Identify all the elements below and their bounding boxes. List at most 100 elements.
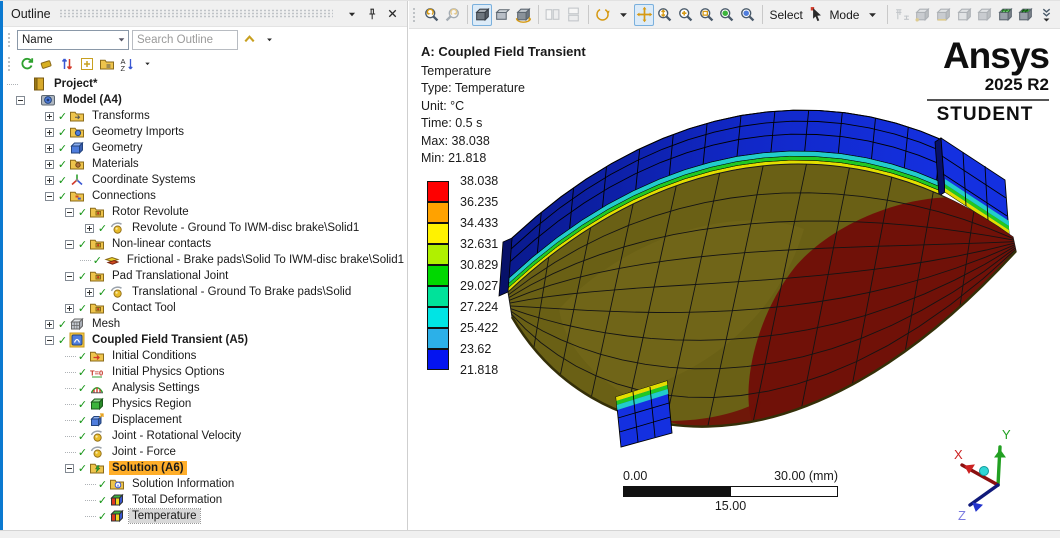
tree-item-geometry-imports[interactable]: ✓Geometry Imports bbox=[3, 124, 407, 140]
caret-down-icon[interactable] bbox=[137, 54, 157, 74]
tree-item-solution-information[interactable]: ✓Solution Information bbox=[3, 476, 407, 492]
zoom-globe-icon[interactable] bbox=[737, 4, 757, 26]
tree-item-non-linear-contacts[interactable]: ✓Non-linear contacts bbox=[3, 236, 407, 252]
legend-value: 36.235 bbox=[460, 195, 498, 209]
select-body-icon[interactable] bbox=[975, 4, 995, 26]
zoom-updown-icon[interactable] bbox=[655, 4, 675, 26]
tree-item-label: Temperature bbox=[129, 509, 200, 523]
expand-all-icon[interactable] bbox=[77, 54, 97, 74]
tree-item-transforms[interactable]: ✓Transforms bbox=[3, 108, 407, 124]
tree-item-geometry[interactable]: ✓Geometry bbox=[3, 140, 407, 156]
tree-item-connections[interactable]: ✓Connections bbox=[3, 188, 407, 204]
tree-item-physics-region[interactable]: ✓Physics Region bbox=[3, 396, 407, 412]
check-icon: ✓ bbox=[56, 126, 69, 139]
expand-expander-icon[interactable] bbox=[45, 320, 56, 329]
tree-item-project[interactable]: Project* bbox=[3, 76, 407, 92]
tree-item-materials[interactable]: ✓Materials bbox=[3, 156, 407, 172]
collapse-expander-icon[interactable] bbox=[45, 336, 56, 345]
tree-item-translational-ground-to-brake-pads-solid[interactable]: ✓Translational - Ground To Brake pads\So… bbox=[3, 284, 407, 300]
collapse-expander-icon[interactable] bbox=[65, 208, 76, 217]
caret-down-icon[interactable] bbox=[260, 31, 278, 49]
rotate-mode-icon[interactable] bbox=[514, 4, 534, 26]
sort-updown-icon[interactable] bbox=[57, 54, 77, 74]
tree-item-temperature[interactable]: ✓Temperature bbox=[3, 508, 407, 524]
tree-item-pad-translational-joint[interactable]: ✓Pad Translational Joint bbox=[3, 268, 407, 284]
pin-icon[interactable] bbox=[363, 5, 381, 23]
expand-expander-icon[interactable] bbox=[85, 288, 96, 297]
orientation-triad[interactable]: X Y Z bbox=[928, 423, 1032, 523]
select-element-icon[interactable] bbox=[1016, 4, 1036, 26]
zoom-in-icon[interactable] bbox=[676, 4, 696, 26]
tree-item-rotor-revolute[interactable]: ✓Rotor Revolute bbox=[3, 204, 407, 220]
tree-item-label: Initial Conditions bbox=[109, 349, 199, 363]
look-at-icon[interactable] bbox=[493, 4, 513, 26]
tree-item-initial-conditions[interactable]: ✓Initial Conditions bbox=[3, 348, 407, 364]
select-node-icon[interactable] bbox=[996, 4, 1016, 26]
zoom-box-icon[interactable] bbox=[696, 4, 716, 26]
tree-item-joint-rotational-velocity[interactable]: ✓Joint - Rotational Velocity bbox=[3, 428, 407, 444]
chevrons-icon[interactable] bbox=[1037, 4, 1057, 26]
mode-label[interactable]: Mode bbox=[829, 8, 859, 22]
tree-item-coordinate-systems[interactable]: ✓Coordinate Systems bbox=[3, 172, 407, 188]
search-outline-input[interactable] bbox=[132, 30, 238, 50]
select-edge-icon[interactable] bbox=[934, 4, 954, 26]
graphics-viewport[interactable]: A: Coupled Field Transient Temperature T… bbox=[409, 29, 1060, 531]
expand-expander-icon[interactable] bbox=[65, 304, 76, 313]
collapse-expander-icon[interactable] bbox=[16, 96, 27, 105]
select-face-icon[interactable] bbox=[954, 4, 974, 26]
tree-item-analysis-settings[interactable]: ✓Analysis Settings bbox=[3, 380, 407, 396]
name-filter-dropdown[interactable]: Name bbox=[17, 30, 129, 50]
toolbar-grip[interactable] bbox=[7, 32, 12, 48]
panel-menu-caret-icon[interactable] bbox=[343, 5, 361, 23]
folder-options-icon[interactable] bbox=[97, 54, 117, 74]
tree-item-label: Connections bbox=[89, 189, 159, 203]
collapse-expander-icon[interactable] bbox=[65, 272, 76, 281]
tree-item-joint-force[interactable]: ✓Joint - Force bbox=[3, 444, 407, 460]
refresh-icon[interactable] bbox=[17, 54, 37, 74]
split-h-icon[interactable] bbox=[543, 4, 563, 26]
select-label[interactable]: Select bbox=[769, 8, 802, 22]
tree-item-displacement[interactable]: ✓Displacement bbox=[3, 412, 407, 428]
select-vertex-icon[interactable] bbox=[913, 4, 933, 26]
iso-view-icon[interactable] bbox=[472, 4, 492, 26]
search-options-chevron-icon[interactable] bbox=[240, 31, 258, 49]
tree-item-revolute-ground-to-iwm-disc-brake-solid1[interactable]: ✓Revolute - Ground To IWM-disc brake\Sol… bbox=[3, 220, 407, 236]
expand-expander-icon[interactable] bbox=[45, 144, 56, 153]
collapse-expander-icon[interactable] bbox=[45, 192, 56, 201]
pan-icon[interactable] bbox=[634, 4, 654, 26]
tree-item-solution-a6[interactable]: ✓Solution (A6) bbox=[3, 460, 407, 476]
sort-az-icon[interactable]: AZ bbox=[117, 54, 137, 74]
zoom-redo-icon[interactable] bbox=[443, 4, 463, 26]
split-v-icon[interactable] bbox=[564, 4, 584, 26]
expand-expander-icon[interactable] bbox=[45, 176, 56, 185]
toolbar-grip[interactable] bbox=[7, 56, 12, 72]
t0-icon: T=0 bbox=[89, 364, 105, 380]
cursor-icon[interactable] bbox=[806, 4, 826, 26]
zoom-fit-icon[interactable] bbox=[717, 4, 737, 26]
tree-item-label: Solution (A6) bbox=[109, 461, 187, 475]
tree-item-mesh[interactable]: ✓Mesh bbox=[3, 316, 407, 332]
tree-item-frictional-brake-pads-solid-to-iwm-disc-brake-solid1[interactable]: ✓Frictional - Brake pads\Solid To IWM-di… bbox=[3, 252, 407, 268]
close-icon[interactable] bbox=[383, 5, 401, 23]
zoom-undo-icon[interactable] bbox=[422, 4, 442, 26]
tree-item-contact-tool[interactable]: ✓Contact Tool bbox=[3, 300, 407, 316]
expand-expander-icon[interactable] bbox=[85, 224, 96, 233]
annotation-line: Min: 21.818 bbox=[421, 150, 586, 168]
collapse-expander-icon[interactable] bbox=[65, 464, 76, 473]
joint-folder-icon bbox=[89, 268, 105, 284]
tree-item-model-a4[interactable]: Model (A4) bbox=[3, 92, 407, 108]
tree-item-total-deformation[interactable]: ✓Total Deformation bbox=[3, 492, 407, 508]
tree-item-coupled-field-transient-a5[interactable]: ✓Coupled Field Transient (A5) bbox=[3, 332, 407, 348]
expand-expander-icon[interactable] bbox=[45, 160, 56, 169]
result-cube-icon bbox=[109, 508, 125, 524]
caret-down-icon[interactable] bbox=[863, 4, 883, 26]
caret-down-icon[interactable] bbox=[614, 4, 634, 26]
filter-eraser-icon[interactable] bbox=[37, 54, 57, 74]
collapse-expander-icon[interactable] bbox=[65, 240, 76, 249]
expand-expander-icon[interactable] bbox=[45, 128, 56, 137]
tree-item-initial-physics-options[interactable]: ✓T=0Initial Physics Options bbox=[3, 364, 407, 380]
filter-topology-icon[interactable] bbox=[893, 4, 913, 26]
orbit-icon[interactable] bbox=[593, 4, 613, 26]
expand-expander-icon[interactable] bbox=[45, 112, 56, 121]
toolbar-grip[interactable] bbox=[412, 7, 417, 23]
